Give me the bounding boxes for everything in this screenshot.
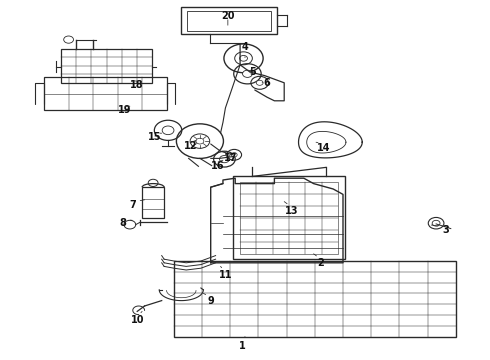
Text: 14: 14: [317, 143, 330, 153]
Bar: [61, 49, 152, 83]
Bar: [174, 261, 456, 337]
Text: 3: 3: [442, 225, 449, 235]
Circle shape: [220, 156, 229, 163]
Circle shape: [243, 70, 252, 77]
Bar: [240, 182, 338, 254]
Text: 18: 18: [130, 80, 144, 90]
Text: 17: 17: [223, 153, 237, 163]
Text: 15: 15: [147, 132, 161, 142]
Text: 7: 7: [129, 200, 136, 210]
Text: 11: 11: [219, 270, 232, 280]
Bar: [142, 187, 164, 218]
Text: 4: 4: [242, 42, 248, 52]
Text: 12: 12: [184, 141, 198, 151]
Text: 13: 13: [285, 206, 298, 216]
Text: 16: 16: [211, 161, 225, 171]
Text: 1: 1: [239, 341, 246, 351]
Text: 19: 19: [118, 105, 132, 115]
Circle shape: [240, 55, 247, 61]
Bar: [187, 11, 271, 31]
Bar: [181, 7, 277, 34]
Circle shape: [231, 153, 237, 157]
Text: 8: 8: [119, 218, 126, 228]
Circle shape: [256, 80, 263, 85]
Text: 6: 6: [264, 78, 270, 88]
Text: 2: 2: [318, 258, 324, 268]
Text: 5: 5: [249, 67, 256, 77]
Bar: [44, 77, 167, 110]
Text: 9: 9: [207, 296, 214, 306]
Circle shape: [162, 126, 174, 135]
Bar: [233, 176, 345, 259]
Text: 10: 10: [130, 315, 144, 325]
Text: 20: 20: [221, 11, 235, 21]
Circle shape: [196, 138, 204, 144]
